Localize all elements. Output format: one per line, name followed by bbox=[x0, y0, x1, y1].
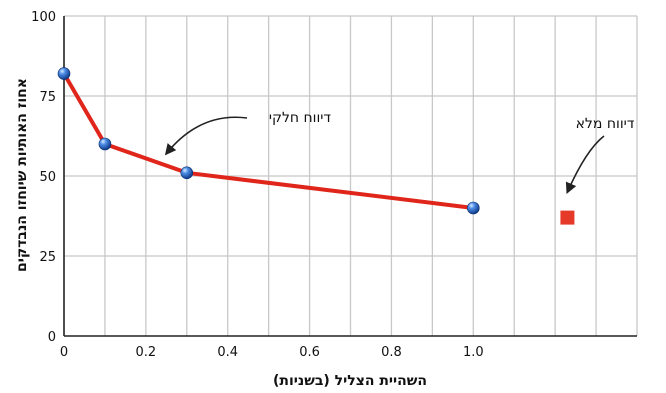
annotation-label-full: דיווח מלא bbox=[576, 116, 635, 132]
y-tick-label: 50 bbox=[39, 170, 56, 185]
x-tick-label: 0.6 bbox=[299, 345, 320, 360]
y-tick-label: 100 bbox=[31, 10, 56, 25]
x-tick-label: 0.2 bbox=[136, 345, 157, 360]
annotations-layer: דיווח חלקי דיווח מלא bbox=[164, 110, 635, 195]
series-layer bbox=[57, 67, 480, 215]
x-tick-label: 1.0 bbox=[463, 345, 484, 360]
x-tick-label: 0.4 bbox=[217, 345, 238, 360]
annotation-label-partial: דיווח חלקי bbox=[269, 110, 332, 126]
y-tick-label: 75 bbox=[39, 90, 56, 105]
y-tick-label: 0 bbox=[48, 330, 56, 345]
grid bbox=[64, 15, 638, 336]
y-tick-labels: 0 25 50 75 100 bbox=[31, 10, 56, 345]
x-axis-title: השהיית הצליל (בשניות) bbox=[273, 373, 427, 389]
data-point bbox=[466, 201, 480, 215]
annotation-arrow-partial bbox=[164, 116, 248, 156]
annotation-arrow-full bbox=[565, 135, 605, 195]
extra-points-layer bbox=[560, 210, 575, 225]
data-point bbox=[98, 137, 112, 151]
x-tick-label: 0.8 bbox=[381, 345, 402, 360]
y-tick-label: 25 bbox=[39, 250, 56, 265]
y-axis-title: אחוז האותיות שיוחזו הנבדקים bbox=[14, 78, 30, 272]
data-point bbox=[180, 166, 194, 180]
data-point bbox=[57, 67, 71, 80]
x-tick-labels: 0 0.2 0.4 0.6 0.8 1.0 bbox=[60, 345, 484, 360]
x-tick-label: 0 bbox=[60, 345, 68, 360]
square-data-point bbox=[560, 210, 575, 225]
